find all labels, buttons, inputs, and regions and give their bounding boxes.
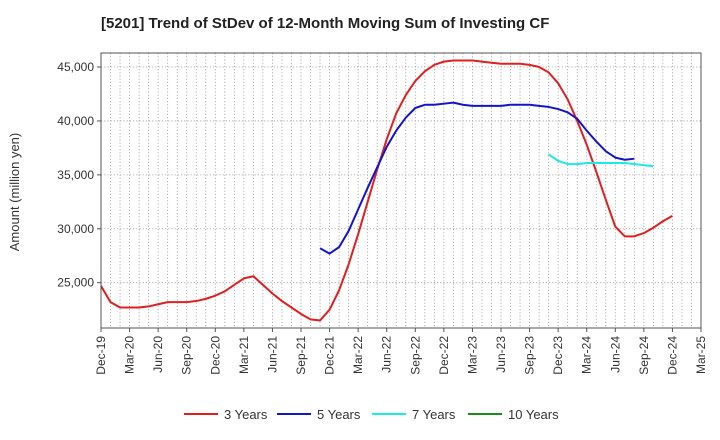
series-line-7-years bbox=[548, 153, 654, 168]
legend-label: 10 Years bbox=[508, 407, 559, 422]
x-tick-label: Mar-24 bbox=[580, 336, 594, 374]
plot-frame bbox=[100, 52, 702, 329]
legend-label: 5 Years bbox=[317, 407, 361, 422]
legend-label: 3 Years bbox=[224, 407, 268, 422]
x-tick-label: Jun-23 bbox=[494, 336, 508, 373]
x-tick-label: Jun-22 bbox=[380, 336, 394, 373]
x-tick-label: Jun-21 bbox=[265, 336, 279, 373]
y-tick-label: 30,000 bbox=[57, 222, 94, 236]
series-line-5-years bbox=[319, 101, 635, 255]
y-tick-label: 35,000 bbox=[57, 168, 94, 182]
x-tick-label: Mar-20 bbox=[123, 336, 137, 374]
x-tick-label: Dec-24 bbox=[665, 336, 679, 375]
x-tick-label: Dec-20 bbox=[208, 336, 222, 375]
x-tick-label: Mar-23 bbox=[465, 336, 479, 374]
x-tick-label: Sep-24 bbox=[637, 336, 651, 375]
x-tick-label: Jun-24 bbox=[608, 336, 622, 373]
x-tick-label: Sep-23 bbox=[523, 336, 537, 375]
x-tick-label: Mar-25 bbox=[694, 336, 708, 374]
x-axis-ticks: Dec-19 Mar-20 Jun-20 Sep-20 Dec-20 Mar-21 Jun-… bbox=[94, 328, 708, 375]
series-layer bbox=[100, 59, 673, 322]
x-tick-label: Sep-20 bbox=[180, 336, 194, 375]
x-tick-label: Dec-21 bbox=[323, 336, 337, 375]
legend-label: 7 Years bbox=[412, 407, 456, 422]
x-tick-label: Dec-23 bbox=[551, 336, 565, 375]
x-tick-label: Dec-19 bbox=[94, 336, 108, 375]
x-tick-label: Mar-21 bbox=[237, 336, 251, 374]
y-tick-label: 40,000 bbox=[57, 114, 94, 128]
y-tick-label: 45,000 bbox=[57, 60, 94, 74]
x-tick-label: Mar-22 bbox=[351, 336, 365, 374]
y-axis-ticks: 25,000 30,000 35,000 40,000 45,000 bbox=[57, 60, 101, 290]
legend: 3 Years 5 Years 7 Years 10 Years bbox=[184, 407, 559, 422]
y-axis-label: Amount (million yen) bbox=[7, 133, 22, 252]
grid bbox=[101, 53, 701, 328]
y-tick-label: 25,000 bbox=[57, 276, 94, 290]
plot-area bbox=[101, 53, 701, 328]
chart-title: [5201] Trend of StDev of 12-Month Moving… bbox=[101, 15, 549, 32]
x-tick-label: Dec-22 bbox=[437, 336, 451, 375]
series-line-3-years bbox=[100, 59, 673, 322]
x-tick-label: Jun-20 bbox=[151, 336, 165, 373]
x-tick-label: Sep-22 bbox=[408, 336, 422, 375]
x-tick-label: Sep-21 bbox=[294, 336, 308, 375]
